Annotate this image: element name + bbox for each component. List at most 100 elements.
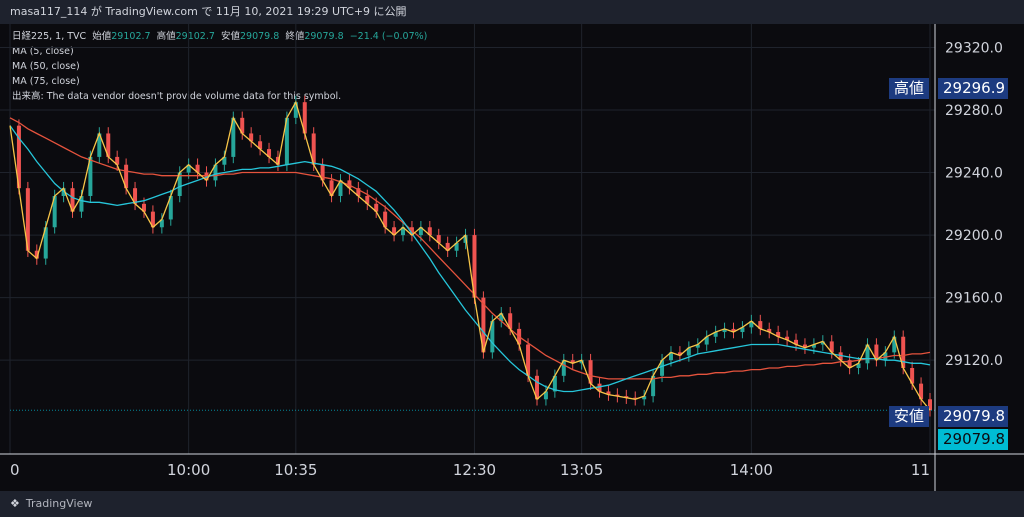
legend-ohlc-row: 日経225, 1, TVC 始値29102.7 高値29102.7 安値2907…	[12, 29, 427, 44]
legend-change: −21.4 (−0.07%)	[349, 31, 428, 42]
candle-body	[633, 397, 638, 400]
candle-body	[651, 375, 656, 397]
candle-body	[222, 156, 227, 165]
candle-body	[883, 352, 888, 361]
legend-high-label: 高値	[156, 31, 176, 42]
candle-body	[534, 375, 539, 400]
candle-body	[508, 313, 513, 329]
candle-body	[677, 352, 682, 356]
candle-body	[204, 172, 209, 181]
candle-body	[168, 196, 173, 220]
candle-body	[124, 164, 129, 189]
tradingview-logo-icon: ❖	[10, 497, 20, 510]
candle-body	[329, 180, 334, 196]
candle-body	[490, 321, 495, 353]
candle-body	[159, 219, 164, 228]
candle-body	[106, 133, 111, 157]
publish-title: masa117_114 が TradingView.com で 11月 10, …	[10, 5, 407, 18]
line-ma5	[9, 100, 931, 411]
candle-body	[213, 164, 218, 181]
candle-body	[892, 336, 897, 353]
candle-body	[418, 227, 423, 236]
candle-body	[25, 188, 30, 251]
candle-body	[186, 164, 191, 173]
candle-body	[561, 360, 566, 376]
candle-body	[811, 344, 816, 348]
candle-body	[874, 344, 879, 361]
candle-body	[52, 196, 57, 228]
candle-body	[776, 332, 781, 337]
candle-body	[43, 227, 48, 259]
candle-body	[910, 368, 915, 384]
candle-body	[928, 399, 932, 411]
candle-body	[713, 332, 718, 337]
x-tick-label: 0	[10, 461, 20, 479]
candle-body	[267, 149, 272, 157]
candle-body	[97, 133, 102, 157]
candle-body	[284, 117, 289, 165]
legend-ma5[interactable]: MA (5, close)	[12, 46, 74, 57]
candle-body	[758, 321, 763, 329]
x-tick-label: 13:05	[560, 461, 603, 479]
grid-lines	[0, 24, 935, 454]
candle-body	[624, 396, 629, 398]
candle-body	[320, 164, 325, 181]
legend-open-label: 始値	[92, 31, 112, 42]
candle-body	[401, 227, 406, 236]
candle-body	[445, 242, 450, 251]
candle-body	[141, 203, 146, 212]
candle-body	[704, 336, 709, 345]
candle-body	[177, 172, 182, 196]
y-tick-label: 29160.0	[945, 291, 1003, 307]
candle-body	[195, 164, 200, 173]
candle-body	[847, 360, 852, 368]
candle-body	[240, 117, 245, 134]
candle-body	[767, 328, 772, 333]
candle-body	[865, 344, 870, 364]
legend-symbol: 日経225, 1, TVC	[12, 31, 87, 42]
footer-bar: ❖ TradingView	[0, 491, 1024, 517]
candle-body	[338, 180, 343, 196]
candle-body	[481, 297, 486, 353]
x-tick-label: 12:30	[453, 461, 496, 479]
candle-body	[311, 133, 316, 165]
candle-body	[794, 339, 799, 345]
candle-body	[275, 156, 280, 165]
chart-legend: 日経225, 1, TVC 始値29102.7 高値29102.7 安値2907…	[12, 29, 427, 104]
candle-body	[570, 360, 575, 364]
candle-body	[919, 383, 924, 400]
high-tag-value: 29296.9	[938, 78, 1008, 99]
candle-body	[597, 383, 602, 392]
candle-body	[499, 313, 504, 322]
candle-body	[356, 188, 361, 196]
last-price-tag: 29079.8	[938, 429, 1008, 450]
candle-body	[820, 341, 825, 345]
candle-body	[88, 156, 93, 196]
x-tick-label: 10:35	[274, 461, 317, 479]
legend-ma75[interactable]: MA (75, close)	[12, 76, 80, 87]
legend-high-value: 29102.7	[175, 31, 215, 42]
candle-body	[16, 125, 21, 189]
low-tag-value: 29079.8	[938, 406, 1008, 427]
candle-body	[79, 196, 84, 212]
candle-body	[695, 344, 700, 348]
candle-body	[150, 211, 155, 228]
y-tick-label: 29200.0	[945, 228, 1003, 244]
candle-body	[740, 327, 745, 333]
candle-body	[454, 242, 459, 251]
candle-body	[856, 363, 861, 368]
legend-open-value: 29102.7	[111, 31, 151, 42]
candle-body	[901, 336, 906, 368]
price-chart[interactable]: 29320.0 29280.0 29240.0 29200.0 29160.0 29120…	[0, 24, 1024, 491]
high-tag-label: 高値	[889, 78, 930, 99]
candle-body	[838, 352, 843, 361]
legend-close-value: 29079.8	[304, 31, 344, 42]
candle-body	[668, 352, 673, 361]
legend-close-label: 終値	[285, 31, 305, 42]
legend-volume: 出来高: The data vendor doesn't provide vol…	[12, 91, 342, 102]
candle-body	[436, 235, 441, 243]
x-tick-label: 11	[911, 461, 930, 479]
legend-low-label: 安値	[220, 31, 240, 42]
candle-body	[472, 235, 477, 298]
legend-ma50[interactable]: MA (50, close)	[12, 61, 80, 72]
